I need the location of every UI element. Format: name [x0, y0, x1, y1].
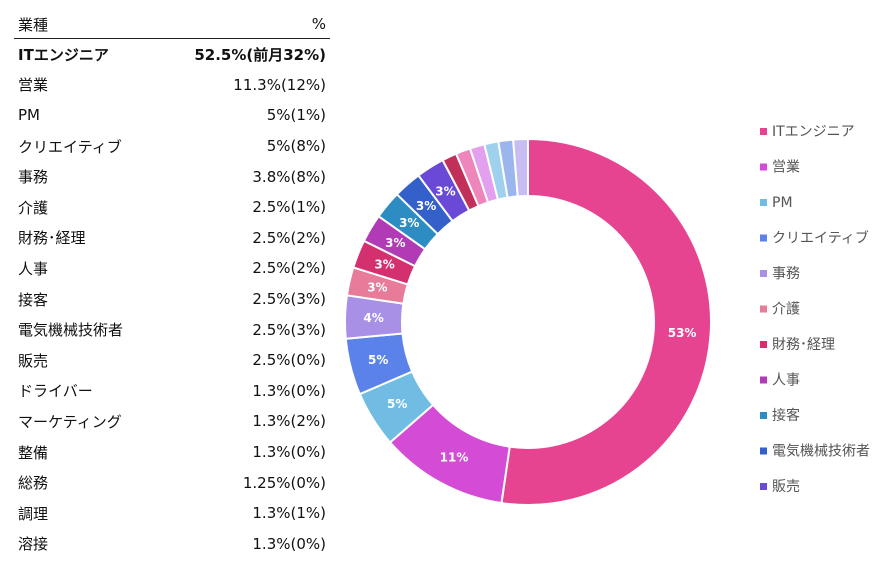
table-row: 営業 11.3%(12%) [14, 70, 330, 101]
slice-label: 4% [363, 311, 383, 325]
slice-label: 3% [374, 258, 394, 272]
legend-swatch [760, 341, 767, 348]
slice-label: 5% [387, 397, 407, 411]
row-value: 52.5%(前月32%) [194, 45, 326, 64]
row-label: 調理 [18, 504, 49, 523]
row-label: 電気機械技術者 [18, 321, 124, 340]
row-label: PM [18, 106, 40, 125]
row-label: 営業 [18, 76, 49, 95]
legend-label: PM [772, 195, 793, 211]
legend-label: 事務 [772, 266, 800, 282]
row-label: 事務 [18, 168, 49, 187]
header-value: % [155, 10, 330, 39]
legend-swatch [760, 199, 767, 206]
row-value: 2.5%(3%) [252, 320, 326, 339]
table-row: マーケティング 1.3%(2%) [14, 406, 330, 437]
legend-label: 電気機械技術者 [772, 444, 870, 460]
row-value: 1.3%(0%) [252, 381, 326, 400]
donut-slice [512, 137, 529, 198]
row-value: 3.8%(8%) [252, 167, 326, 186]
slice-label: 5% [368, 353, 388, 367]
slice-label: 11% [440, 451, 469, 465]
row-label: 整備 [18, 443, 49, 462]
slice-label: 3% [416, 199, 436, 213]
row-value: 2.5%(0%) [252, 351, 326, 370]
legend-label: 営業 [772, 160, 800, 176]
legend-swatch [760, 163, 767, 171]
legend-label: 財務･経理 [772, 337, 835, 353]
slice-label: 3% [385, 236, 405, 250]
legend-swatch [760, 128, 767, 135]
table-row: 販売 2.5%(0%) [14, 345, 330, 376]
row-label: 販売 [18, 351, 49, 370]
row-value: 5%(8%) [266, 137, 326, 156]
table-row: 財務･経理 2.5%(2%) [14, 223, 330, 254]
header-label: 業種 [14, 10, 156, 39]
row-value: 11.3%(12%) [233, 75, 326, 94]
row-value: 1.25%(0%) [242, 473, 326, 492]
table-row: ドライバー 1.3%(0%) [14, 376, 330, 407]
table-row: 溶接 1.3%(0%) [14, 529, 330, 560]
legend-label: 人事 [772, 373, 800, 389]
table-row: PM 5%(1%) [14, 100, 330, 131]
table-row: 接客 2.5%(3%) [14, 284, 330, 315]
table-row: 介護 2.5%(1%) [14, 192, 330, 223]
row-value: 1.3%(0%) [252, 443, 326, 462]
row-label: ドライバー [18, 382, 93, 401]
table-row: 整備 1.3%(0%) [14, 437, 330, 468]
row-value: 2.5%(3%) [252, 290, 326, 309]
row-label: クリエイティブ [18, 137, 122, 156]
row-label: 溶接 [18, 535, 49, 554]
row-label: 総務 [18, 474, 49, 493]
table-row: 事務 3.8%(8%) [14, 161, 330, 192]
legend-swatch [760, 412, 767, 419]
legend-swatch [760, 234, 767, 242]
legend-swatch [760, 483, 767, 490]
industry-table: 業種 % ITエンジニア 52.5%(前月32%) 営業 11.3%(12%) PM 5%… [14, 10, 330, 559]
table-row: 電気機械技術者 2.5%(3%) [14, 314, 330, 345]
row-value: 2.5%(1%) [252, 198, 326, 217]
row-label: ITエンジニア [18, 45, 109, 64]
legend-swatch [760, 376, 767, 384]
row-label: 接客 [18, 290, 49, 309]
legend-label: クリエイティブ [772, 230, 869, 247]
donut-slice [500, 137, 712, 506]
table-row: クリエイティブ 5%(8%) [14, 131, 330, 162]
table-row: 人事 2.5%(2%) [14, 253, 330, 284]
slice-label: 3% [435, 184, 455, 198]
slice-label: 3% [367, 281, 387, 295]
legend-label: ITエンジニア [772, 124, 855, 140]
legend-label: 接客 [772, 407, 800, 424]
row-value: 2.5%(2%) [252, 259, 326, 278]
slice-label: 53% [668, 326, 697, 340]
row-label: 財務･経理 [18, 229, 86, 248]
legend-swatch [760, 447, 767, 455]
row-value: 1.3%(0%) [252, 534, 326, 553]
row-value: 5%(1%) [266, 106, 326, 125]
legend-swatch [760, 270, 767, 277]
row-value: 1.3%(1%) [252, 504, 326, 523]
row-value: 2.5%(2%) [252, 228, 326, 247]
row-label: 人事 [18, 259, 49, 278]
table-header: 業種 % [14, 10, 330, 39]
row-label: 介護 [18, 198, 49, 217]
table-row: ITエンジニア 52.5%(前月32%) [14, 39, 330, 70]
table-row: 総務 1.25%(0%) [14, 467, 330, 498]
table-row: 調理 1.3%(1%) [14, 498, 330, 529]
row-label: マーケティング [18, 412, 122, 431]
legend-label: 介護 [772, 302, 800, 318]
legend-swatch [760, 305, 767, 313]
legend-label: 販売 [772, 479, 800, 495]
slice-label: 3% [399, 216, 419, 230]
row-value: 1.3%(2%) [252, 412, 326, 431]
